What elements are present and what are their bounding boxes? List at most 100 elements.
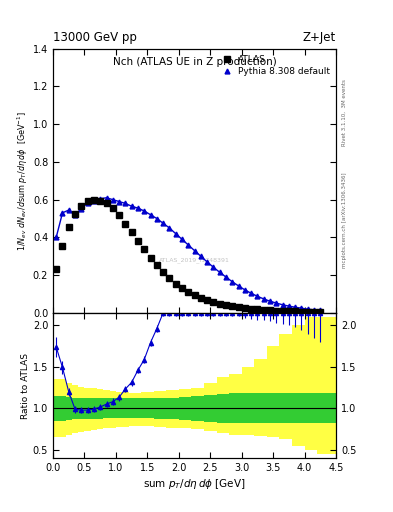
Bar [78,398,84,419]
Bar [179,389,191,429]
Bar [292,325,305,446]
Bar [129,398,135,418]
Bar [305,393,317,423]
Bar [166,398,179,419]
ATLAS [224,302,228,308]
Pythia 8.308 default [268,298,272,304]
ATLAS [211,299,216,305]
Bar [53,379,59,437]
ATLAS [293,308,298,314]
Bar [110,398,116,418]
Bar [59,379,66,437]
Pythia 8.308 default [154,216,159,222]
Pythia 8.308 default [312,307,316,313]
ATLAS [255,306,260,312]
Bar [154,391,166,426]
Bar [166,390,179,428]
Bar [129,393,135,426]
ATLAS [123,221,128,227]
Bar [191,388,204,429]
Bar [78,387,84,432]
Bar [103,390,110,429]
Bar [254,358,267,436]
Bar [191,396,204,421]
Bar [317,317,336,454]
Pythia 8.308 default [123,200,128,206]
Bar [116,392,122,426]
ATLAS [180,285,184,291]
ATLAS [167,275,172,281]
Y-axis label: $1/N_{ev}$ $dN_{ev}/d$sum $p_T/d\eta\,d\phi$  [GeV$^{-1}$]: $1/N_{ev}$ $dN_{ev}/d$sum $p_T/d\eta\,d\… [16,111,30,251]
ATLAS [305,309,310,315]
ATLAS [85,198,90,204]
ATLAS [205,297,209,303]
ATLAS [66,224,71,230]
Pythia 8.308 default [129,203,134,209]
Pythia 8.308 default [180,236,184,242]
Bar [97,398,103,419]
Bar [217,394,229,422]
Bar [179,397,191,420]
Pythia 8.308 default [236,283,241,289]
Pythia 8.308 default [198,253,203,260]
ATLAS [217,301,222,307]
Bar [229,374,242,435]
ATLAS [261,307,266,313]
Bar [204,383,217,431]
Pythia 8.308 default [98,196,103,202]
Bar [279,334,292,439]
ATLAS [173,281,178,287]
Bar [279,393,292,423]
ATLAS [110,205,115,211]
ATLAS [54,266,59,272]
Bar [122,398,129,418]
Pythia 8.308 default [142,208,147,214]
ATLAS [117,211,121,218]
Pythia 8.308 default [148,211,153,218]
Bar [292,393,305,423]
Pythia 8.308 default [242,287,247,293]
ATLAS [142,246,147,252]
ATLAS [242,305,247,311]
Text: Z+Jet: Z+Jet [303,31,336,44]
Pythia 8.308 default [161,220,165,226]
ATLAS [73,211,77,217]
Bar [97,389,103,429]
Bar [72,385,78,433]
X-axis label: sum $p_T/d\eta\,d\phi$ [GeV]: sum $p_T/d\eta\,d\phi$ [GeV] [143,477,246,492]
Bar [66,397,72,420]
Bar [254,393,267,423]
Line: Pythia 8.308 default: Pythia 8.308 default [54,195,323,313]
Bar [53,396,59,421]
ATLAS [129,229,134,235]
Pythia 8.308 default [217,269,222,275]
Bar [116,398,122,418]
Pythia 8.308 default [224,274,228,280]
Pythia 8.308 default [286,303,291,309]
Pythia 8.308 default [167,225,172,231]
Bar [317,393,336,423]
Text: ATLAS_2019_I1748391: ATLAS_2019_I1748391 [159,257,230,263]
Pythia 8.308 default [66,207,71,213]
Pythia 8.308 default [117,199,121,205]
Pythia 8.308 default [186,242,191,248]
Bar [217,377,229,433]
Pythia 8.308 default [60,210,65,216]
ATLAS [236,304,241,310]
Pythia 8.308 default [299,305,304,311]
ATLAS [98,198,103,204]
Bar [59,396,66,421]
ATLAS [154,262,159,268]
Bar [91,389,97,430]
Pythia 8.308 default [85,200,90,206]
ATLAS [230,303,235,309]
Bar [72,398,78,419]
Pythia 8.308 default [192,247,197,253]
ATLAS [186,289,191,295]
Text: 13000 GeV pp: 13000 GeV pp [53,31,137,44]
ATLAS [148,255,153,261]
ATLAS [79,203,84,209]
ATLAS [104,200,109,206]
Text: Nch (ATLAS UE in Z production): Nch (ATLAS UE in Z production) [113,56,276,67]
Pythia 8.308 default [92,198,96,204]
